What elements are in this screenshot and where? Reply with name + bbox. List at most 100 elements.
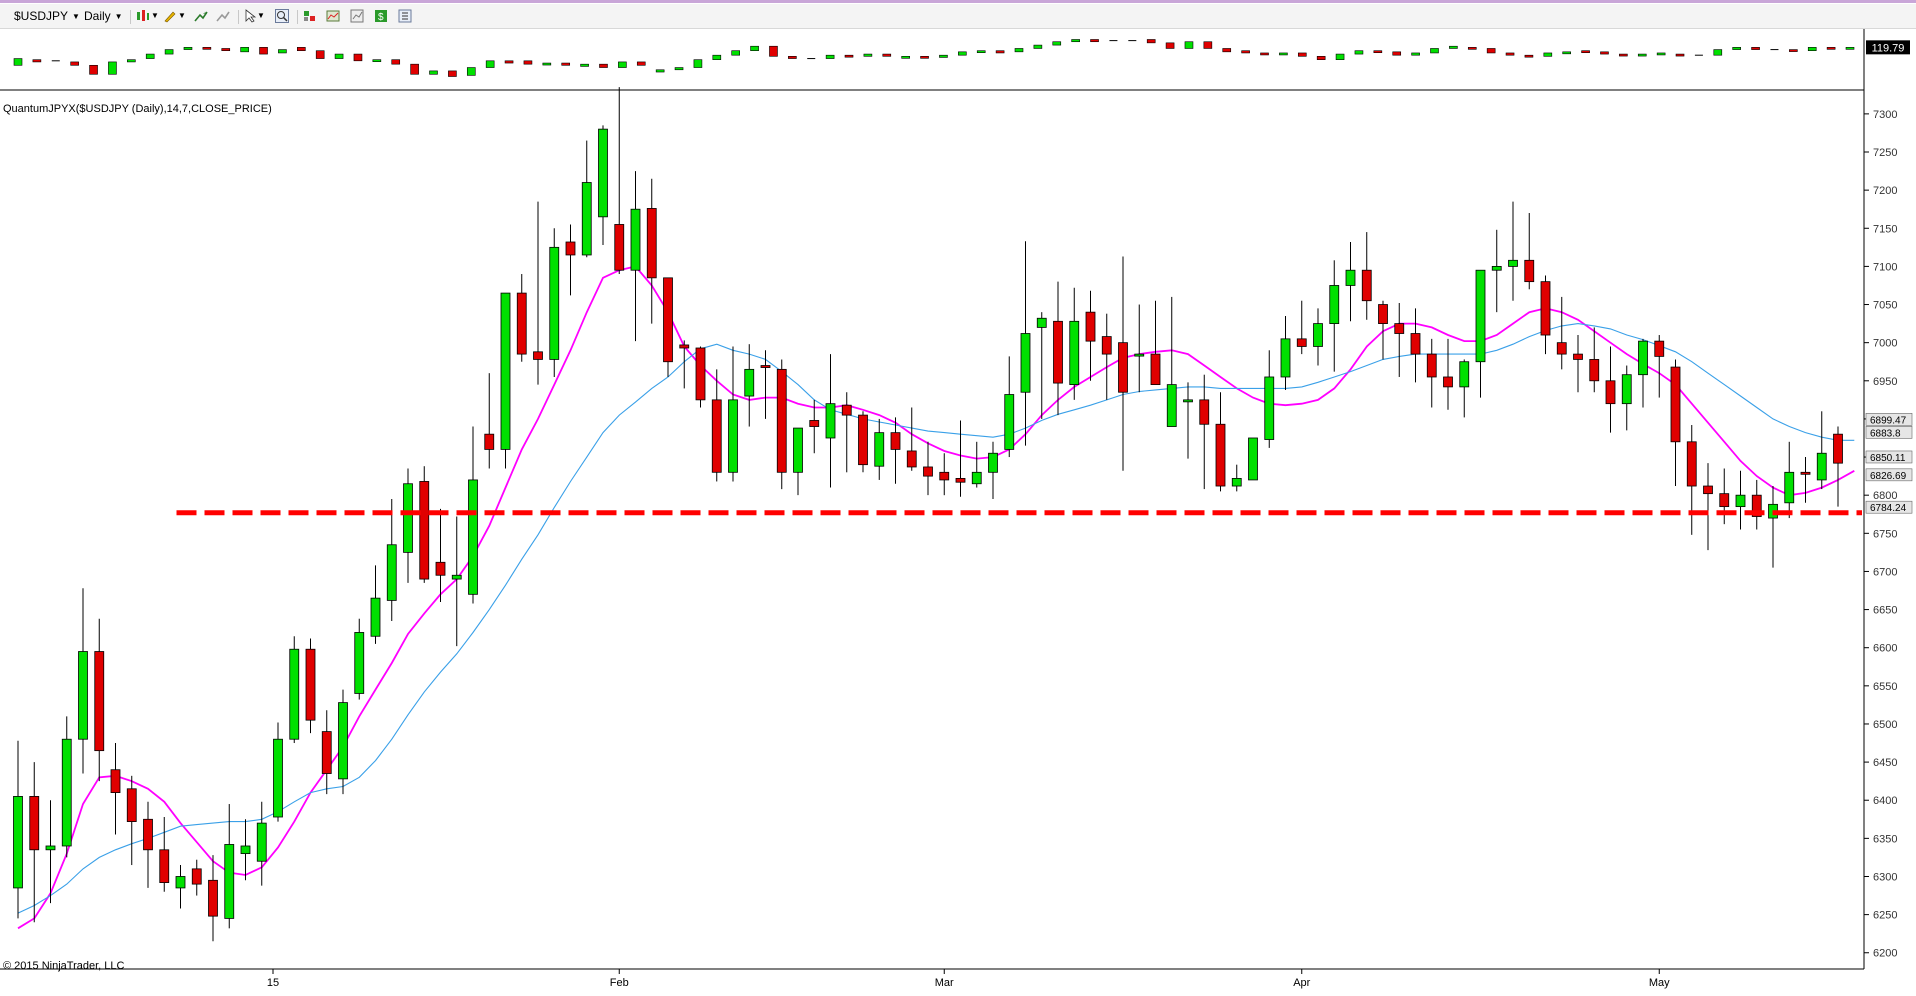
candle-body: [126, 788, 137, 822]
candle: [1231, 464, 1242, 492]
candle: [825, 354, 836, 488]
candle-body: [581, 182, 592, 256]
mini-candle: [1430, 48, 1439, 54]
candle-body: [1345, 269, 1356, 286]
candle: [711, 369, 722, 482]
mini-candle: [429, 70, 438, 75]
candle: [159, 817, 170, 892]
mini-candle: [995, 50, 1005, 54]
candle: [1264, 350, 1275, 448]
candle: [1491, 229, 1502, 313]
candle-body: [61, 738, 72, 847]
chart-trader-icon[interactable]: [303, 9, 317, 23]
candle: [906, 407, 917, 471]
mini-candle: [1014, 48, 1024, 53]
chart-canvas[interactable]: 119.79 620062506300635064006450650065506…: [0, 29, 1916, 996]
candle-body: [971, 471, 982, 485]
mini-candle: [1090, 39, 1099, 43]
template-icon[interactable]: [398, 9, 412, 23]
price-marker: 6899.47: [1865, 413, 1913, 426]
strategy-icon[interactable]: [216, 9, 230, 23]
candle: [13, 740, 23, 919]
mini-candle: [485, 60, 495, 68]
candle-body: [240, 845, 251, 855]
candle-body: [1378, 304, 1388, 324]
candle-body: [695, 347, 706, 401]
candle: [500, 292, 511, 469]
mini-candle: [1656, 52, 1666, 56]
candle-body: [825, 403, 836, 439]
cursor-icon[interactable]: [244, 9, 258, 23]
mini-candle: [145, 53, 155, 59]
mini-candle: [825, 54, 835, 59]
candle: [533, 201, 543, 385]
candle-body: [143, 818, 153, 851]
candle-body: [1085, 311, 1096, 342]
candle: [1589, 327, 1600, 393]
main-candles: [13, 87, 1843, 942]
candle: [1118, 256, 1128, 471]
mini-candle: [958, 51, 967, 56]
candle-body: [1053, 320, 1063, 384]
properties-icon[interactable]: [350, 9, 364, 23]
last-price-label: 119.79: [1872, 42, 1905, 54]
candle-body: [1833, 433, 1843, 464]
candle-body: [663, 277, 673, 363]
candle: [29, 762, 40, 923]
candle: [1540, 275, 1551, 355]
y-tick-label: 6200: [1873, 948, 1897, 960]
chart-toolbar: $USDJPY ▼ Daily ▼ ▼ ▼ + ▼ $: [0, 4, 1916, 29]
indicators-icon[interactable]: [326, 9, 340, 23]
y-tick-label: 7100: [1873, 261, 1897, 273]
candle: [451, 516, 462, 647]
candle: [191, 859, 202, 896]
zoom-icon[interactable]: [275, 9, 289, 23]
candle-body: [370, 597, 381, 637]
cursor-dropdown[interactable]: ▼: [257, 11, 265, 20]
y-tick-label: 7300: [1873, 109, 1897, 121]
candle: [1134, 304, 1145, 393]
instrument-selector[interactable]: $USDJPY ▼: [14, 7, 80, 25]
bar-type-dropdown[interactable]: ▼: [151, 11, 159, 20]
draw-pencil-icon[interactable]: [163, 9, 177, 23]
period-selector[interactable]: Daily ▼: [84, 7, 123, 25]
candle-body: [1589, 359, 1600, 382]
mini-candle: [1184, 41, 1194, 49]
toolbar-divider: [238, 10, 239, 24]
candle: [273, 722, 283, 822]
candle: [1508, 201, 1518, 301]
chevron-down-icon: ▼: [72, 11, 80, 21]
y-tick-label: 6650: [1873, 605, 1897, 617]
draw-tools-dropdown[interactable]: ▼: [178, 11, 186, 20]
candle-body: [533, 351, 543, 360]
candle: [224, 804, 235, 929]
candle-body: [1556, 342, 1567, 355]
mini-candle: [1845, 47, 1855, 50]
candle: [890, 417, 901, 484]
candle-body: [614, 224, 625, 271]
bar-type-icon[interactable]: [136, 9, 150, 23]
candle-body: [1621, 374, 1632, 405]
y-tick-label: 6400: [1873, 795, 1897, 807]
mini-candle: [1222, 48, 1232, 53]
candle-body: [1296, 338, 1307, 347]
candle: [1654, 335, 1665, 398]
candle: [1735, 470, 1746, 530]
mini-candle: [504, 60, 514, 64]
candle-body: [646, 208, 657, 279]
add-indicator-icon[interactable]: +: [194, 9, 208, 23]
candle-body: [1735, 494, 1746, 508]
mini-candle: [674, 67, 684, 71]
mini-candle: [1619, 53, 1628, 57]
data-box-icon[interactable]: $: [374, 9, 388, 23]
last-price-box: [1866, 40, 1910, 55]
candle: [1150, 300, 1161, 386]
candle-body: [94, 651, 105, 752]
candle: [923, 441, 933, 496]
mini-candle: [1732, 47, 1741, 50]
price-marker-label: 6784.24: [1870, 503, 1907, 514]
candle-body: [1394, 323, 1405, 334]
candle: [728, 346, 738, 482]
candle: [809, 399, 820, 454]
candle: [1069, 287, 1080, 400]
